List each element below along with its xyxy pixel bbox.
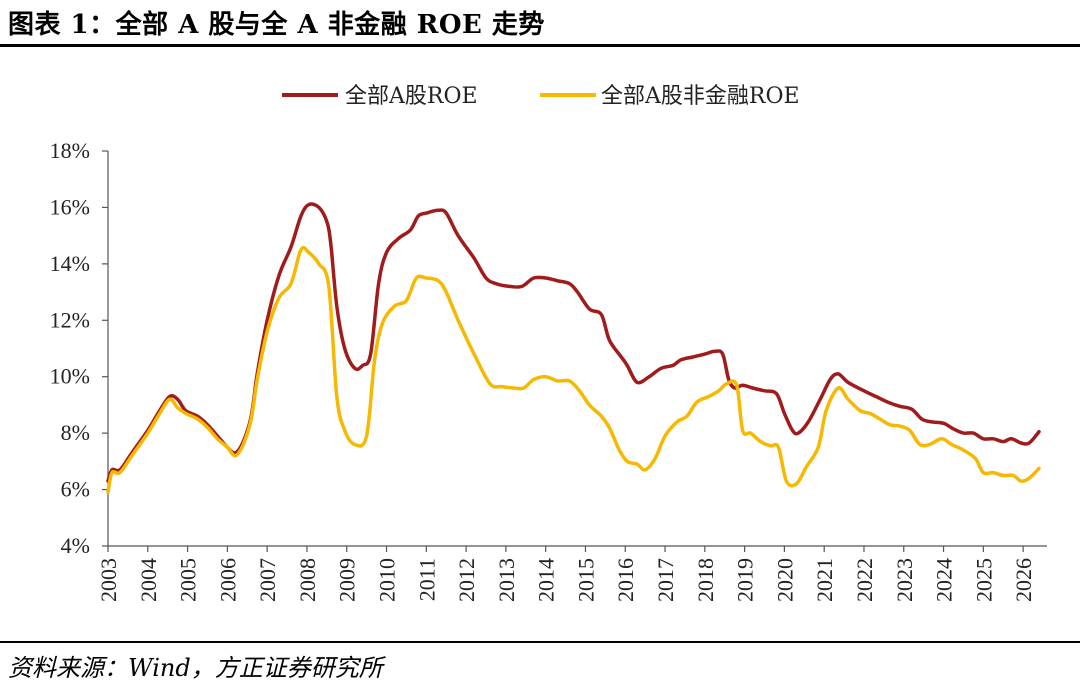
x-tick-label: 2023 <box>892 558 917 602</box>
axes <box>102 150 1047 552</box>
x-tick-label: 2015 <box>573 558 598 602</box>
line-chart: 全部A股ROE 全部A股非金融ROE 4%6%8%10%12%14%16%18% … <box>50 84 1047 602</box>
y-tick-label: 4% <box>61 533 90 558</box>
x-tick-label: 2022 <box>852 558 877 602</box>
x-tick-label: 2012 <box>454 558 479 602</box>
figure-title: 图表 1：全部 A 股与全 A 非金融 ROE 走势 <box>8 10 545 40</box>
series-line-nonfinancial-roe <box>106 245 1041 495</box>
x-tick-label: 2013 <box>494 558 519 602</box>
x-tick-label: 2026 <box>1011 558 1036 602</box>
x-tick-label: 2024 <box>932 558 957 602</box>
legend-label: 全部A股ROE <box>345 84 478 109</box>
x-tick-label: 2003 <box>96 558 121 602</box>
x-tick-label: 2021 <box>812 558 837 602</box>
y-tick-label: 12% <box>50 307 90 332</box>
bottom-rule <box>0 641 1080 643</box>
x-tick-label: 2016 <box>613 558 638 602</box>
x-tick-labels: 2003 2004 2005 2006 2007 2008 2009 2010 2011 2012… <box>96 558 1036 602</box>
legend-label: 全部A股非金融ROE <box>601 84 800 109</box>
x-tick-label: 2018 <box>693 558 718 602</box>
x-tick-label: 2007 <box>255 558 280 602</box>
y-tick-label: 10% <box>50 364 90 389</box>
series-line-all-a-roe <box>106 202 1041 483</box>
y-tick-label: 18% <box>50 138 90 163</box>
y-tick-labels: 4% 6% 8% 10% 12% 14% 16% 18% <box>50 138 90 558</box>
x-tick-label: 2017 <box>653 558 678 602</box>
y-tick-label: 14% <box>50 251 90 276</box>
top-rule <box>0 44 1080 47</box>
x-tick-label: 2005 <box>176 558 201 602</box>
legend: 全部A股ROE 全部A股非金融ROE <box>282 84 800 109</box>
x-tick-label: 2025 <box>971 558 996 602</box>
x-tick-label: 2019 <box>733 558 758 602</box>
y-tick-label: 16% <box>50 194 90 219</box>
series-layer <box>106 202 1041 495</box>
x-tick-label: 2014 <box>534 558 559 602</box>
y-tick-label: 6% <box>61 477 90 502</box>
x-tick-label: 2009 <box>335 558 360 602</box>
y-tick-label: 8% <box>61 420 90 445</box>
x-tick-label: 2020 <box>772 558 797 602</box>
x-tick-label: 2010 <box>375 558 400 602</box>
source-note: 资料来源：Wind，方正证券研究所 <box>8 654 383 682</box>
x-tick-label: 2006 <box>215 558 240 602</box>
x-tick-label: 2011 <box>414 558 439 601</box>
x-tick-label: 2008 <box>295 558 320 602</box>
x-tick-label: 2004 <box>136 558 161 602</box>
